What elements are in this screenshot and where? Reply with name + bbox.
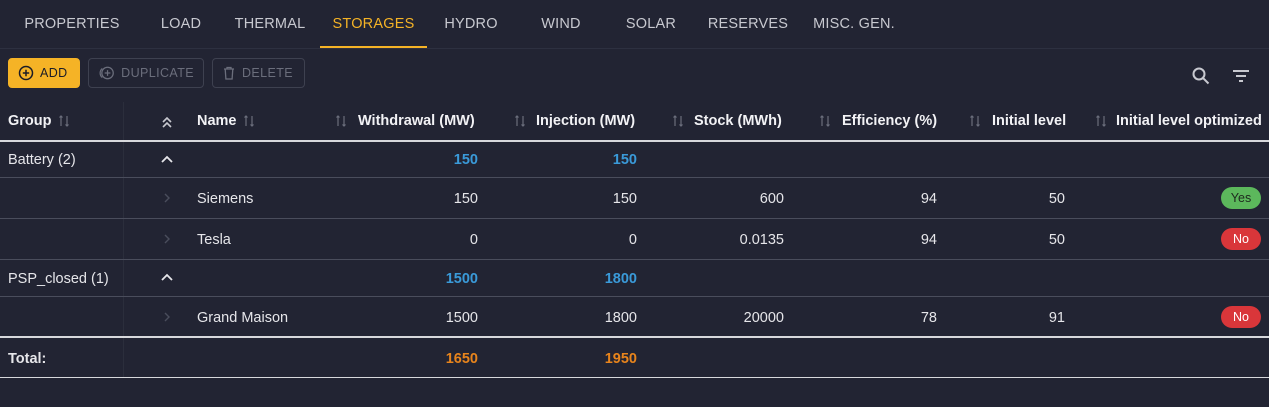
stock-value: 600 — [759, 191, 784, 207]
storage-name: Siemens — [197, 191, 254, 207]
initial-level-value: 91 — [1048, 310, 1065, 326]
chevron-right-icon[interactable] — [163, 311, 171, 323]
group-withdrawal-sum: 1500 — [445, 271, 478, 287]
trash-icon — [224, 66, 234, 80]
chevron-right-icon[interactable] — [163, 233, 171, 245]
initial-level-value: 50 — [1048, 232, 1065, 248]
delete-button[interactable]: DELETE — [212, 58, 305, 88]
duplicate-button-label: DUPLICATE — [121, 66, 194, 80]
storage-name: Tesla — [197, 232, 231, 248]
efficiency-value: 94 — [920, 232, 937, 248]
collapse-all-icon[interactable] — [160, 115, 174, 129]
tab-misc-gen[interactable]: MISC. GEN. — [813, 16, 895, 32]
total-withdrawal: 1650 — [445, 351, 478, 367]
tab-solar[interactable]: SOLAR — [625, 16, 677, 32]
total-label: Total: — [8, 351, 47, 367]
tab-wind[interactable]: WIND — [541, 16, 581, 32]
injection-value: 0 — [628, 232, 637, 248]
header-initial-level-optimized[interactable]: Initial level optimized — [1116, 113, 1262, 129]
stock-value: 20000 — [743, 310, 784, 326]
injection-value: 1800 — [604, 310, 637, 326]
tab-properties[interactable]: PROPERTIES — [24, 16, 120, 32]
duplicate-icon — [99, 66, 114, 80]
chevron-right-icon[interactable] — [163, 192, 171, 204]
sort-icon[interactable] — [818, 114, 832, 128]
table-row[interactable]: Tesla 0 0 0.0135 94 50 No — [0, 219, 1269, 260]
header-group[interactable]: Group — [8, 113, 52, 129]
tab-reserves[interactable]: RESERVES — [707, 16, 789, 32]
efficiency-value: 94 — [920, 191, 937, 207]
header-efficiency[interactable]: Efficiency (%) — [842, 113, 938, 129]
sort-icon[interactable] — [968, 114, 982, 128]
sort-icon[interactable] — [242, 114, 256, 128]
table-header: Group Name Withdrawal (MW) Injection (MW… — [0, 102, 1269, 142]
group-withdrawal-sum: 150 — [453, 152, 478, 168]
storage-name: Grand Maison — [197, 310, 289, 326]
group-row-battery[interactable]: Battery (2) 150 150 — [0, 142, 1269, 178]
search-icon[interactable] — [1191, 66, 1211, 86]
tab-hydro[interactable]: HYDRO — [444, 16, 498, 32]
group-row-psp-closed[interactable]: PSP_closed (1) 1500 1800 — [0, 260, 1269, 297]
withdrawal-value: 1500 — [445, 310, 478, 326]
duplicate-button[interactable]: DUPLICATE — [88, 58, 204, 88]
header-injection[interactable]: Injection (MW) — [536, 113, 636, 129]
withdrawal-value: 0 — [469, 232, 478, 248]
withdrawal-value: 150 — [453, 191, 478, 207]
tab-bar: PROPERTIES LOAD THERMAL STORAGES HYDRO W… — [0, 0, 1269, 49]
tab-load[interactable]: LOAD — [160, 16, 202, 32]
header-stock[interactable]: Stock (MWh) — [694, 113, 782, 129]
sort-icon[interactable] — [513, 114, 527, 128]
group-label: PSP_closed (1) — [8, 271, 109, 287]
delete-button-label: DELETE — [242, 66, 294, 80]
add-button[interactable]: ADD — [8, 58, 80, 88]
efficiency-value: 78 — [920, 310, 937, 326]
header-initial-level[interactable]: Initial level — [992, 113, 1067, 129]
stock-value: 0.0135 — [739, 232, 784, 248]
table-row[interactable]: Siemens 150 150 600 94 50 Yes — [0, 178, 1269, 219]
chevron-up-icon[interactable] — [160, 153, 174, 165]
add-circle-icon — [18, 65, 34, 81]
total-row: Total: 1650 1950 — [0, 338, 1269, 378]
table-row[interactable]: Grand Maison 1500 1800 20000 78 91 No — [0, 297, 1269, 338]
group-injection-sum: 150 — [612, 152, 637, 168]
header-name[interactable]: Name — [197, 113, 237, 129]
group-label: Battery (2) — [8, 152, 76, 168]
initial-level-value: 50 — [1048, 191, 1065, 207]
optimized-badge: No — [1221, 228, 1261, 250]
total-injection: 1950 — [604, 351, 637, 367]
group-column-divider — [123, 102, 124, 378]
tab-storages[interactable]: STORAGES — [320, 0, 427, 48]
header-withdrawal[interactable]: Withdrawal (MW) — [358, 113, 475, 129]
group-injection-sum: 1800 — [604, 271, 637, 287]
add-button-label: ADD — [40, 66, 68, 80]
optimized-badge: No — [1221, 306, 1261, 328]
tab-thermal[interactable]: THERMAL — [234, 16, 306, 32]
filter-icon[interactable] — [1231, 66, 1251, 86]
optimized-badge: Yes — [1221, 187, 1261, 209]
sort-icon[interactable] — [671, 114, 685, 128]
sort-icon[interactable] — [334, 114, 348, 128]
sort-icon[interactable] — [1094, 114, 1108, 128]
chevron-up-icon[interactable] — [160, 271, 174, 283]
injection-value: 150 — [612, 191, 637, 207]
sort-icon[interactable] — [57, 114, 71, 128]
